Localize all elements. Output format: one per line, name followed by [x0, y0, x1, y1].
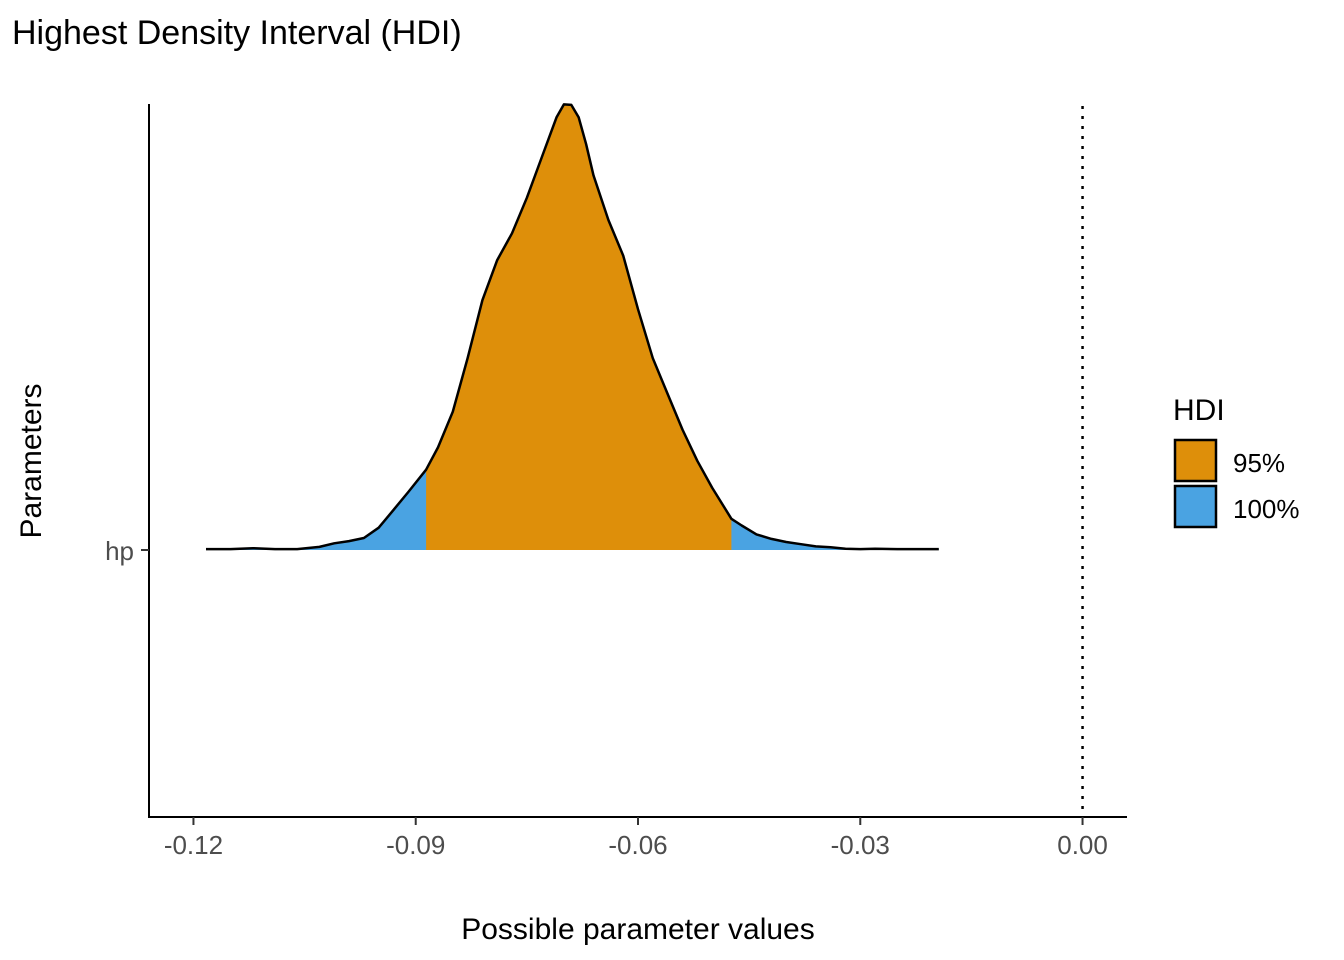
legend-swatch-100 — [1173, 484, 1218, 529]
legend-label-95: 95% — [1233, 448, 1285, 478]
legend: HDI 95% 100% — [1173, 394, 1300, 529]
y-tick-label: hp — [105, 536, 134, 566]
hdi-area-95 — [426, 104, 732, 551]
legend-swatch-95 — [1173, 438, 1218, 483]
chart-title: Highest Density Interval (HDI) — [12, 14, 462, 52]
x-ticks: -0.12 -0.09 -0.06 -0.03 0.00 — [164, 817, 1108, 860]
x-tick-label: -0.06 — [608, 830, 667, 860]
x-tick-label: -0.03 — [831, 830, 890, 860]
legend-label-100: 100% — [1233, 494, 1300, 524]
legend-title: HDI — [1173, 394, 1225, 427]
plot-area: -0.12 -0.09 -0.06 -0.03 0.00 hp — [105, 103, 1127, 860]
y-ticks: hp — [105, 536, 149, 566]
density-curve — [206, 103, 939, 551]
x-tick-label: -0.12 — [164, 830, 223, 860]
density-layer — [206, 103, 939, 551]
x-axis-title: Possible parameter values — [461, 913, 815, 946]
y-axis-title: Parameters — [15, 383, 48, 538]
x-tick-label: -0.09 — [386, 830, 445, 860]
x-tick-label: 0.00 — [1057, 830, 1108, 860]
